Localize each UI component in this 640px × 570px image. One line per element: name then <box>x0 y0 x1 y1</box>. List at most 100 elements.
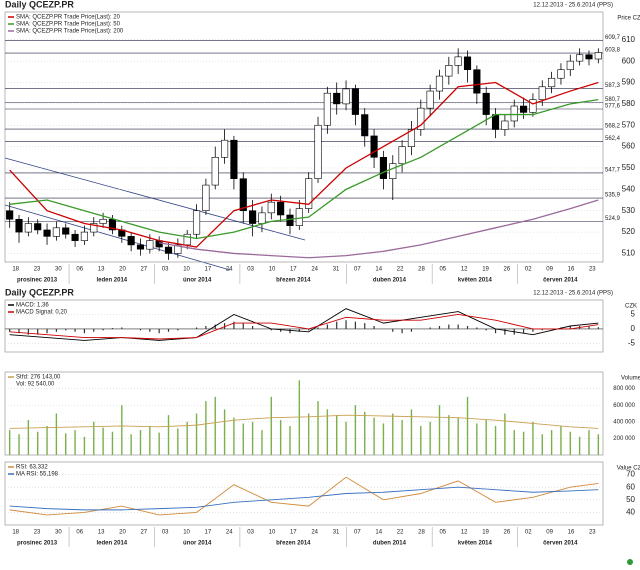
candle-body <box>398 146 406 165</box>
volume-bar <box>130 434 132 455</box>
histogram-bar <box>139 328 142 331</box>
legend-label: SMA: QCEZP.PR Trade Price(Last): 50 <box>16 22 121 28</box>
y-axis-label: Value CZK <box>617 466 640 472</box>
y-tick-label: 610 <box>622 35 636 44</box>
x-tick-label: 31 <box>333 530 340 536</box>
volume-bar <box>186 421 188 455</box>
x-tick-label: 05 <box>439 530 446 536</box>
y-tick-label: 200 000 <box>613 436 635 442</box>
volume-bar <box>401 420 403 455</box>
histogram-bar <box>429 327 431 329</box>
x-tick-label: 24 <box>226 530 233 536</box>
candle-body <box>174 244 182 254</box>
histogram-bar <box>93 328 95 332</box>
series-line <box>9 476 599 516</box>
candle-body <box>520 105 528 113</box>
candle-body <box>473 69 481 94</box>
y-tick-label: 70 <box>626 470 635 479</box>
month-label: květen 2014 <box>458 541 493 547</box>
y-tick-label: 550 <box>622 163 636 172</box>
volume-bar <box>83 436 86 455</box>
volume-bar <box>466 396 469 455</box>
level-label: 562,4 <box>605 136 621 142</box>
y-tick-label: 50 <box>626 495 635 504</box>
legend-label: RSI: 63,332 <box>16 465 48 471</box>
y-tick-label: 5 <box>631 310 636 319</box>
x-tick-label: 17 <box>290 530 297 536</box>
histogram-bar <box>401 328 403 334</box>
volume-bar <box>289 425 291 455</box>
histogram-bar <box>308 328 310 331</box>
histogram-bar <box>326 324 328 329</box>
x-tick-label: 17 <box>205 530 212 536</box>
x-tick-label: 16 <box>568 530 575 536</box>
volume-bar <box>177 428 179 455</box>
candle-body <box>323 92 331 126</box>
x-tick-label: 20 <box>119 530 126 536</box>
histogram-bar <box>83 328 86 334</box>
candle-body <box>342 88 350 105</box>
volume-bar <box>93 421 95 455</box>
x-tick-label: 23 <box>34 267 41 273</box>
histogram-bar <box>214 324 216 329</box>
volume-bar <box>121 405 123 455</box>
candle-body <box>510 105 518 122</box>
volume-bar <box>476 423 478 455</box>
volume-bar <box>233 417 235 455</box>
volume-bar <box>326 409 329 455</box>
x-tick-label: 30 <box>55 267 62 273</box>
x-tick-label: 23 <box>34 530 41 536</box>
x-tick-label: 12 <box>461 530 468 536</box>
month-label: červen 2014 <box>543 541 578 547</box>
histogram-bar <box>504 328 506 335</box>
series-line <box>9 98 599 240</box>
series-line <box>9 81 599 248</box>
volume-bar <box>448 415 450 455</box>
month-label: březen 2014 <box>276 278 311 284</box>
volume-bar <box>55 413 58 455</box>
trend-line <box>4 157 306 241</box>
candle-body <box>127 236 135 246</box>
y-axis-label: Price CZK <box>617 16 640 22</box>
candle-body <box>239 178 247 212</box>
panel-frame <box>4 11 604 263</box>
level-label: 547,7 <box>605 167 621 173</box>
volume-bar <box>270 396 272 455</box>
x-tick-label: 24 <box>311 530 318 536</box>
y-axis-label: CZK <box>625 304 637 310</box>
volume-bar <box>578 436 581 455</box>
volume-bar <box>214 396 216 455</box>
volume-bar <box>494 425 497 455</box>
histogram-bar <box>289 328 291 334</box>
x-tick-label: 03 <box>162 267 169 273</box>
histogram-bar <box>354 321 356 329</box>
histogram-bar <box>485 328 487 331</box>
candle-body <box>24 223 32 233</box>
month-label: červen 2014 <box>543 278 578 284</box>
histogram-bar <box>476 327 478 329</box>
volume-bar <box>438 405 441 455</box>
volume-bar <box>550 430 553 455</box>
histogram-bar <box>280 328 282 332</box>
volume-bar <box>307 413 310 455</box>
volume-bar <box>336 415 338 455</box>
x-tick-label: 12 <box>461 267 468 273</box>
panel-subtitle: 12.12.2013 - 25.6.2014 (PPS) <box>533 3 613 9</box>
histogram-bar <box>37 328 39 335</box>
histogram-bar <box>111 328 114 329</box>
level-label: 524,9 <box>605 216 621 222</box>
legend-label: SMA: QCEZP.PR Trade Price(Last): 20 <box>16 15 121 21</box>
level-label: 587,3 <box>605 83 621 89</box>
histogram-bar <box>195 327 198 329</box>
y-tick-label: 800 000 <box>613 386 635 392</box>
y-tick-label: 0 <box>631 324 636 333</box>
x-tick-label: 07 <box>354 530 361 536</box>
histogram-bar <box>494 328 497 334</box>
legend-label: MA RSI: 55,198 <box>16 472 59 478</box>
candle-body <box>585 54 593 60</box>
volume-bar <box>167 415 170 455</box>
volume-bar <box>345 421 347 455</box>
candle-body <box>389 163 397 179</box>
volume-bar <box>223 409 226 455</box>
